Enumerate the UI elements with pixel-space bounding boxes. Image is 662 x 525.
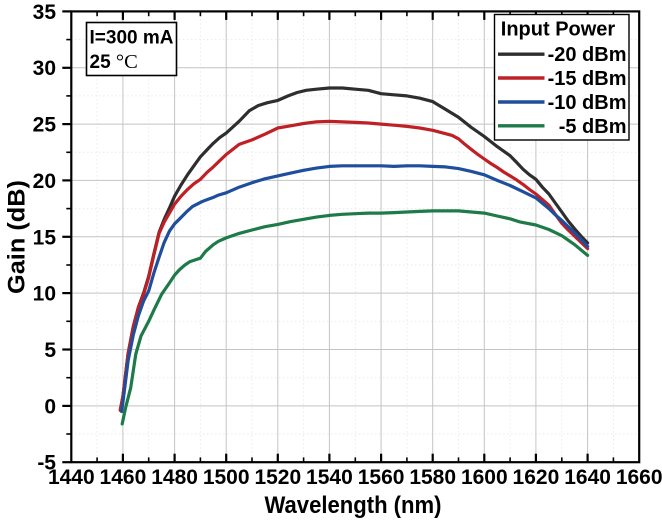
svg-text:30: 30 xyxy=(33,57,56,80)
svg-text:1640: 1640 xyxy=(564,466,611,489)
svg-text:1500: 1500 xyxy=(203,466,250,489)
svg-text:-10 dBm: -10 dBm xyxy=(548,92,627,114)
svg-text:1660: 1660 xyxy=(616,466,662,489)
svg-text:I=300 mA: I=300 mA xyxy=(90,28,174,49)
svg-text:0: 0 xyxy=(44,395,56,418)
svg-text:1480: 1480 xyxy=(151,466,198,489)
svg-text:1460: 1460 xyxy=(100,466,147,489)
svg-text:1560: 1560 xyxy=(358,466,405,489)
svg-text:5: 5 xyxy=(44,339,56,362)
svg-text:1540: 1540 xyxy=(306,466,353,489)
svg-text:1620: 1620 xyxy=(513,466,560,489)
svg-text:-5: -5 xyxy=(37,452,56,475)
svg-text:20: 20 xyxy=(33,170,56,193)
svg-text:Input Power: Input Power xyxy=(501,19,616,41)
svg-text:35: 35 xyxy=(33,1,57,24)
svg-text:25: 25 xyxy=(33,114,57,137)
svg-text:-5 dBm: -5 dBm xyxy=(559,116,627,138)
svg-text:-20 dBm: -20 dBm xyxy=(548,44,627,66)
svg-text:Wavelength (nm): Wavelength (nm) xyxy=(265,492,442,519)
svg-text:1600: 1600 xyxy=(461,466,508,489)
svg-text:10: 10 xyxy=(33,283,56,306)
svg-text:1580: 1580 xyxy=(409,466,456,489)
svg-text:1440: 1440 xyxy=(48,466,95,489)
svg-text:1520: 1520 xyxy=(254,466,301,489)
svg-text:25 °C: 25 °C xyxy=(90,51,138,73)
svg-text:Gain (dB): Gain (dB) xyxy=(4,180,31,294)
svg-text:15: 15 xyxy=(33,226,57,249)
svg-text:-15 dBm: -15 dBm xyxy=(548,68,627,90)
